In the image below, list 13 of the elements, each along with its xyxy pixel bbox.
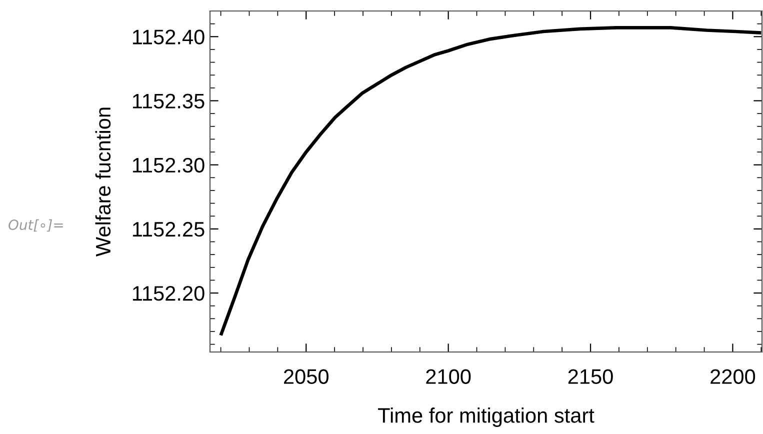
- x-tick-label: 2200: [710, 369, 756, 384]
- y-tick-label: 1152.25: [132, 222, 204, 237]
- text: Out[∘]=: [8, 219, 63, 232]
- x-axis-title: Time for mitigation start: [378, 408, 594, 427]
- x-tick-label: 2050: [284, 369, 328, 384]
- y-tick-label: 1152.30: [132, 158, 204, 173]
- y-tick-label: 1152.40: [132, 30, 204, 44]
- y-tick-label: 1152.20: [132, 286, 204, 301]
- line-series: [219, 26, 762, 338]
- y-tick-label: 1152.35: [132, 94, 204, 108]
- x-tick-label: 2100: [426, 369, 471, 384]
- x-tick-label: 2150: [568, 369, 613, 384]
- y-axis-title: Welfare fucntion: [95, 108, 111, 256]
